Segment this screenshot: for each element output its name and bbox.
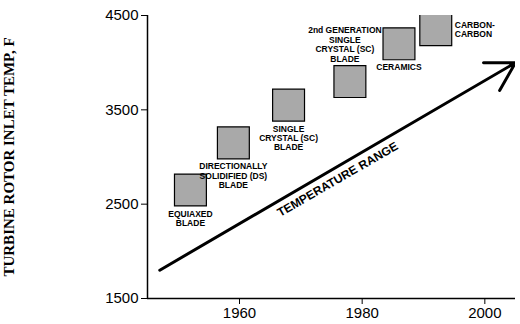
svg-text:TEMPERATURE RANGE: TEMPERATURE RANGE	[275, 139, 401, 220]
svg-text:SINGLECRYSTAL (SC)BLADE: SINGLECRYSTAL (SC)BLADE	[259, 124, 318, 153]
svg-text:CERAMICS: CERAMICS	[376, 62, 422, 72]
svg-text:1980: 1980	[345, 304, 378, 321]
svg-text:2nd GENERATIONSINGLECRYSTAL (S: 2nd GENERATIONSINGLECRYSTAL (SC)BLADE	[308, 25, 382, 63]
svg-text:2000: 2000	[468, 304, 501, 321]
svg-text:4500: 4500	[105, 6, 138, 23]
svg-text:1960: 1960	[223, 304, 256, 321]
svg-text:DIRECTIONALLYSOLIDIFIED (DS)BL: DIRECTIONALLYSOLIDIFIED (DS)BLADE	[199, 161, 267, 190]
svg-text:1500: 1500	[105, 289, 138, 306]
svg-text:EQUIAXEDBLADE: EQUIAXEDBLADE	[168, 209, 212, 228]
svg-text:TURBINE ROTOR INLET TEMP, F: TURBINE ROTOR INLET TEMP, F	[1, 37, 17, 276]
svg-text:CARBON-CARBON: CARBON-CARBON	[455, 20, 495, 39]
svg-text:2500: 2500	[105, 195, 138, 212]
svg-text:3500: 3500	[105, 101, 138, 118]
